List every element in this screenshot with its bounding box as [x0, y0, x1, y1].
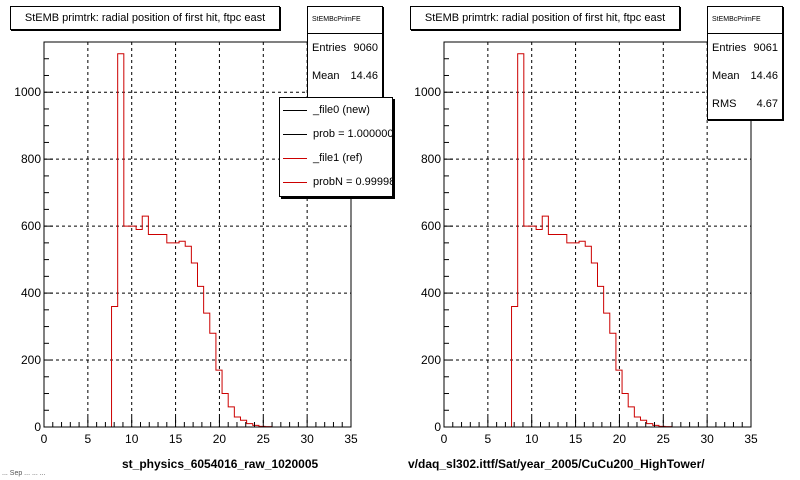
- x-tick-label: 20: [213, 432, 227, 446]
- x-tick-label: 30: [700, 432, 714, 446]
- left-x-axis-title: st_physics_6054016_raw_1020005: [122, 457, 319, 471]
- y-tick-label: 0: [34, 420, 41, 434]
- x-tick-label: 0: [441, 432, 448, 446]
- right-stats-rms: RMS 4.67: [712, 98, 778, 110]
- y-tick-label: 600: [421, 219, 441, 233]
- y-tick-label: 1000: [14, 85, 41, 99]
- x-tick-label: 10: [125, 432, 139, 446]
- y-tick-label: 400: [21, 286, 41, 300]
- y-tick-label: 0: [434, 420, 441, 434]
- right-histogram-panel: 0 5 10 15 20 25 30 35 0 200 400 600 800 1000 StEMB pr…: [400, 0, 800, 480]
- legend-line-icon: [283, 181, 307, 183]
- left-legend: _file0 (new) prob = 1.000000 _file1 (ref…: [279, 97, 393, 197]
- legend-line-icon: [283, 133, 307, 135]
- plot-frame: [443, 41, 752, 428]
- right-histogram-plot: 0 5 10 15 20 25 30 35 0 200 400 600 800 1000: [414, 41, 758, 446]
- x-tick-label: 35: [744, 432, 758, 446]
- right-stats-header: StEMBcPrimFE: [708, 7, 782, 34]
- x-tick-label: 25: [257, 432, 271, 446]
- y-tick-label: 800: [21, 152, 41, 166]
- histogram-series-line: [444, 53, 751, 428]
- left-stats-entries: Entries 9060: [312, 42, 378, 54]
- x-tick-label: 0: [41, 432, 48, 446]
- corner-note: ... Sep ... ... ...: [2, 470, 46, 477]
- x-tick-label: 25: [657, 432, 671, 446]
- x-tick-label: 5: [85, 432, 92, 446]
- right-x-axis-title: v/daq_sl302.ittf/Sat/year_2005/CuCu200_H…: [408, 457, 705, 471]
- left-histogram-title: StEMB primtrk: radial position of first …: [10, 6, 280, 30]
- x-tick-label: 35: [344, 432, 358, 446]
- x-tick-label: 15: [169, 432, 183, 446]
- x-tick-label: 20: [613, 432, 627, 446]
- left-stats-header: StEMBcPrimFE: [308, 7, 382, 34]
- y-tick-label: 400: [421, 286, 441, 300]
- x-tick-label: 5: [485, 432, 492, 446]
- x-tick-label: 10: [525, 432, 539, 446]
- left-stats-mean: Mean 14.46: [312, 70, 378, 82]
- y-tick-label: 1000: [414, 85, 441, 99]
- right-histogram-title: StEMB primtrk: radial position of first …: [410, 6, 680, 30]
- legend-line-icon: [283, 109, 307, 111]
- plot-frame: [43, 41, 352, 428]
- x-tick-label: 15: [569, 432, 583, 446]
- legend-entry-prob: prob = 1.000000: [280, 122, 392, 146]
- right-stats-mean: Mean 14.46: [712, 70, 778, 82]
- right-stats-box: StEMBcPrimFE Entries 9061 Mean 14.46 RMS…: [707, 6, 783, 120]
- left-histogram-plot: 0 5 10 15 20 25 30 35 0 200 400 600 800 1000: [14, 41, 358, 446]
- legend-entry-probn: probN = 0.999989: [280, 170, 392, 194]
- legend-entry-file0: _file0 (new): [280, 98, 392, 122]
- right-stats-entries: Entries 9061: [712, 42, 778, 54]
- x-tick-label: 30: [300, 432, 314, 446]
- left-histogram-panel: 0 5 10 15 20 25 30 35 0 200 400 600 800 1000 StEMB pr…: [2, 6, 393, 477]
- y-tick-label: 600: [21, 219, 41, 233]
- legend-line-icon: [283, 157, 307, 159]
- y-tick-label: 200: [421, 353, 441, 367]
- legend-entry-file1: _file1 (ref): [280, 146, 392, 170]
- y-tick-label: 800: [421, 152, 441, 166]
- y-tick-label: 200: [21, 353, 41, 367]
